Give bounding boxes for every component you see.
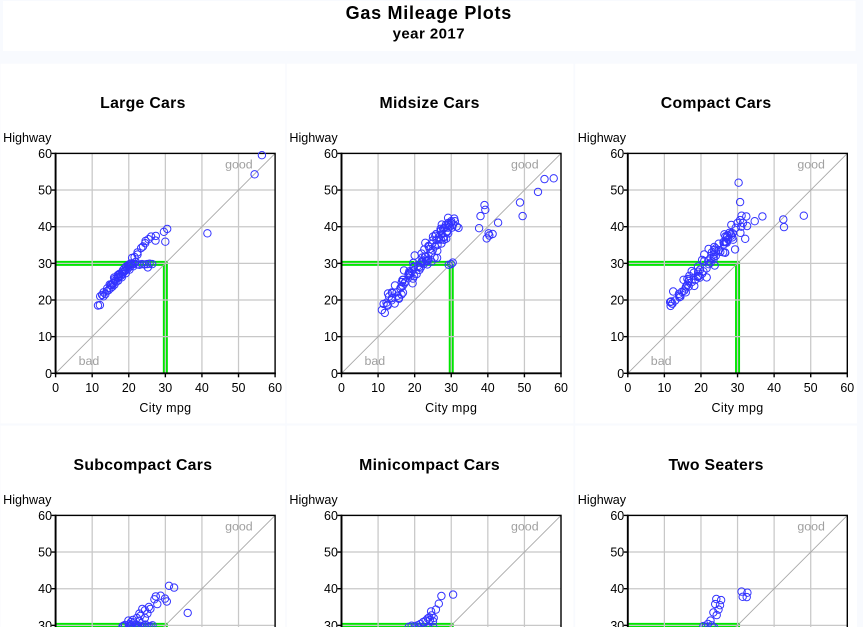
svg-text:Highway: Highway	[289, 493, 338, 507]
svg-text:50: 50	[38, 184, 52, 198]
svg-text:good: good	[797, 158, 825, 172]
svg-text:0: 0	[617, 367, 624, 381]
svg-text:Large Cars: Large Cars	[100, 95, 186, 112]
svg-text:50: 50	[232, 381, 246, 395]
svg-text:Highway: Highway	[578, 493, 627, 507]
svg-text:10: 10	[610, 330, 624, 344]
svg-text:60: 60	[268, 381, 282, 395]
svg-text:60: 60	[38, 509, 52, 523]
svg-text:40: 40	[767, 381, 781, 395]
svg-text:30: 30	[610, 257, 624, 271]
svg-text:40: 40	[610, 582, 624, 596]
svg-text:year 2017: year 2017	[393, 25, 465, 42]
svg-text:0: 0	[624, 381, 631, 395]
svg-text:60: 60	[840, 381, 854, 395]
svg-text:Subcompact Cars: Subcompact Cars	[73, 457, 212, 474]
svg-text:30: 30	[610, 619, 624, 627]
svg-text:50: 50	[610, 546, 624, 560]
svg-text:60: 60	[324, 509, 338, 523]
svg-text:60: 60	[554, 381, 568, 395]
svg-text:good: good	[511, 520, 539, 534]
svg-text:20: 20	[324, 294, 338, 308]
svg-text:Minicompact Cars: Minicompact Cars	[359, 457, 500, 474]
svg-text:50: 50	[38, 546, 52, 560]
svg-text:50: 50	[517, 381, 531, 395]
svg-text:bad: bad	[79, 354, 100, 368]
svg-text:30: 30	[324, 257, 338, 271]
svg-text:40: 40	[324, 220, 338, 234]
svg-text:60: 60	[610, 147, 624, 161]
svg-text:City mpg: City mpg	[139, 401, 191, 415]
svg-text:10: 10	[657, 381, 671, 395]
svg-text:30: 30	[38, 257, 52, 271]
svg-text:30: 30	[731, 381, 745, 395]
svg-text:20: 20	[694, 381, 708, 395]
svg-text:Highway: Highway	[289, 131, 338, 145]
svg-text:20: 20	[122, 381, 136, 395]
svg-text:20: 20	[610, 294, 624, 308]
svg-text:50: 50	[324, 546, 338, 560]
svg-text:60: 60	[324, 147, 338, 161]
svg-text:40: 40	[324, 582, 338, 596]
svg-text:10: 10	[324, 330, 338, 344]
svg-text:Midsize Cars: Midsize Cars	[380, 95, 480, 112]
svg-text:Two Seaters: Two Seaters	[668, 457, 763, 474]
svg-text:good: good	[511, 158, 539, 172]
svg-text:Gas Mileage Plots: Gas Mileage Plots	[346, 3, 512, 23]
svg-text:20: 20	[408, 381, 422, 395]
svg-text:Highway: Highway	[3, 131, 52, 145]
svg-text:0: 0	[52, 381, 59, 395]
svg-text:0: 0	[45, 367, 52, 381]
svg-text:30: 30	[38, 619, 52, 627]
svg-text:0: 0	[331, 367, 338, 381]
svg-text:Highway: Highway	[578, 131, 627, 145]
svg-text:good: good	[225, 520, 253, 534]
svg-text:30: 30	[324, 619, 338, 627]
svg-text:City mpg: City mpg	[711, 401, 763, 415]
svg-text:bad: bad	[651, 354, 672, 368]
svg-text:40: 40	[195, 381, 209, 395]
svg-text:20: 20	[38, 294, 52, 308]
svg-text:40: 40	[610, 220, 624, 234]
svg-text:50: 50	[324, 184, 338, 198]
svg-text:40: 40	[481, 381, 495, 395]
svg-text:60: 60	[610, 509, 624, 523]
svg-text:40: 40	[38, 220, 52, 234]
svg-text:10: 10	[85, 381, 99, 395]
svg-text:10: 10	[371, 381, 385, 395]
svg-text:Compact Cars: Compact Cars	[661, 95, 772, 112]
svg-text:40: 40	[38, 582, 52, 596]
svg-text:good: good	[225, 158, 253, 172]
svg-text:30: 30	[158, 381, 172, 395]
svg-text:City mpg: City mpg	[425, 401, 477, 415]
svg-text:0: 0	[338, 381, 345, 395]
svg-text:good: good	[797, 520, 825, 534]
svg-text:Highway: Highway	[3, 493, 52, 507]
svg-text:10: 10	[38, 330, 52, 344]
svg-text:30: 30	[444, 381, 458, 395]
svg-text:bad: bad	[365, 354, 386, 368]
svg-text:50: 50	[804, 381, 818, 395]
svg-text:60: 60	[38, 147, 52, 161]
svg-text:50: 50	[610, 184, 624, 198]
